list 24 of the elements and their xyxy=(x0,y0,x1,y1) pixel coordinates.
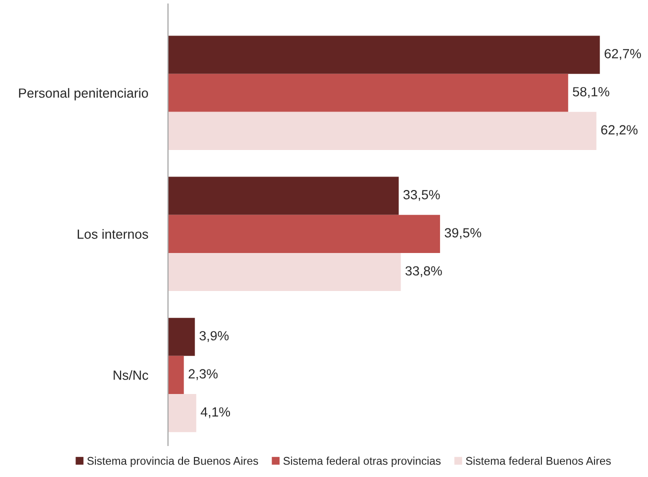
data-label: 2,3% xyxy=(188,369,218,380)
y-tick-label: Los internos xyxy=(78,229,148,239)
bar xyxy=(168,176,399,215)
bar xyxy=(168,394,196,432)
data-label: 62,7% xyxy=(604,48,641,60)
data-label: 58,1% xyxy=(572,87,610,98)
legend-label: Sistema provincia de Buenos Aires xyxy=(87,456,258,467)
bar xyxy=(168,214,440,253)
data-label: 62,2% xyxy=(601,125,638,136)
bar xyxy=(168,318,195,356)
legend-label: Sistema federal Buenos Aires xyxy=(466,456,611,465)
bar xyxy=(168,36,600,74)
data-label: 4,1% xyxy=(200,407,230,418)
legend-label: Sistema federal otras provincias xyxy=(283,456,441,467)
bar xyxy=(168,356,184,394)
bar xyxy=(168,252,401,292)
data-label: 3,9% xyxy=(200,331,229,342)
data-label: 33,5% xyxy=(403,190,440,201)
bar xyxy=(168,74,568,112)
data-label: 33,8% xyxy=(405,266,442,278)
y-tick-label: Personal penitenciario xyxy=(19,88,148,100)
data-label: 39,5% xyxy=(444,228,482,240)
y-tick-label: Ns/Nc xyxy=(114,370,148,380)
bar xyxy=(168,112,596,150)
